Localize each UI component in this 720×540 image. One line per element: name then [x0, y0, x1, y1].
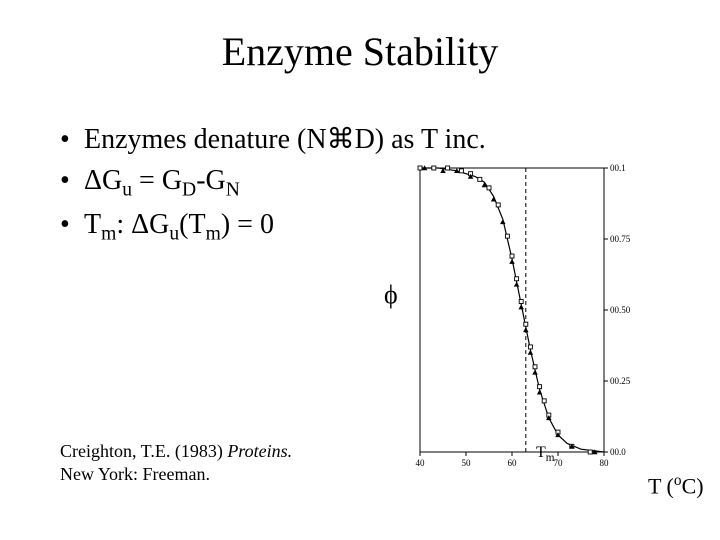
svg-text:80: 80: [600, 458, 610, 468]
x-axis-label: T (oC): [648, 472, 704, 499]
citation-text: Creighton, T.E. (1983): [60, 441, 227, 461]
svg-text:00.1: 00.1: [610, 163, 626, 173]
svg-text:00.50: 00.50: [610, 305, 631, 315]
chart-svg: 40 50 60 70 8000.0 00.25 00.50 00.75 00.1: [408, 160, 640, 480]
tm-marker-label: Tm: [536, 444, 554, 464]
bullet-3-text: Tm: ΔGu(Tm) = 0: [84, 205, 274, 249]
citation-line-2: New York: Freeman.: [60, 463, 292, 486]
svg-text:60: 60: [508, 458, 518, 468]
citation-line-1: Creighton, T.E. (1983) Proteins.: [60, 440, 292, 463]
citation-italic: Proteins.: [227, 441, 292, 461]
bullet-1: • Enzymes denature (N⌘D) as T inc.: [60, 120, 486, 161]
citation: Creighton, T.E. (1983) Proteins. New Yor…: [60, 440, 292, 485]
svg-text:00.0: 00.0: [610, 447, 626, 457]
bullet-1-prefix: Enzymes denature (N: [84, 124, 327, 155]
svg-text:40: 40: [416, 458, 426, 468]
bullet-dot: •: [60, 120, 84, 161]
tm-text: T: [536, 444, 546, 461]
bullet-2-text: ΔGu = GD-GN: [84, 161, 240, 205]
svg-text:00.75: 00.75: [610, 234, 631, 244]
denaturation-chart: 40 50 60 70 8000.0 00.25 00.50 00.75 00.1: [408, 160, 640, 480]
slide-title: Enzyme Stability: [0, 28, 720, 75]
bullet-dot: •: [60, 161, 84, 202]
bullet-1-suffix: D) as T inc.: [355, 124, 486, 155]
bullet-1-text: Enzymes denature (N⌘D) as T inc.: [84, 120, 486, 161]
tm-sub: m: [546, 452, 555, 464]
svg-text:00.25: 00.25: [610, 376, 631, 386]
phi-label: ϕ: [384, 280, 398, 310]
bullet-dot: •: [60, 205, 84, 246]
svg-text:70: 70: [554, 458, 564, 468]
svg-text:50: 50: [462, 458, 472, 468]
arrow-icon: ⌘: [327, 124, 355, 155]
